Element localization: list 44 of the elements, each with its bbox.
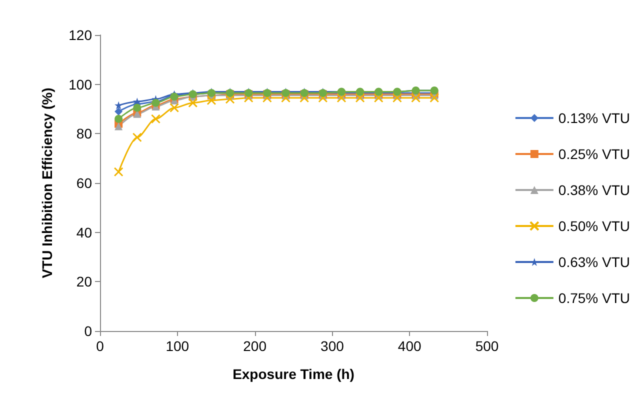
point [262, 93, 272, 103]
legend-label: 0.38% VTU [558, 182, 630, 198]
x-tick-label: 500 [475, 338, 499, 354]
legend-label: 0.50% VTU [558, 218, 630, 234]
y-tick-label: 0 [84, 323, 92, 339]
x-tick-label: 0 [96, 338, 104, 354]
point [300, 93, 310, 103]
point [133, 104, 142, 112]
legend-label: 0.13% VTU [558, 110, 630, 126]
point [150, 114, 160, 124]
x-tick-label: 100 [166, 338, 190, 354]
y-tick-label: 100 [68, 76, 92, 92]
point [114, 107, 123, 116]
legend-label: 0.25% VTU [558, 146, 630, 162]
point [188, 98, 198, 108]
x-tick-label: 200 [243, 338, 267, 354]
y-tick-label: 60 [76, 175, 92, 191]
y-tick-label: 40 [76, 224, 92, 240]
point [114, 101, 123, 110]
point [430, 93, 440, 103]
point [114, 122, 123, 130]
point [355, 93, 365, 103]
point [225, 94, 235, 104]
y-tick-label: 120 [68, 27, 92, 43]
legend-label: 0.75% VTU [558, 290, 630, 306]
point [392, 93, 402, 103]
point [374, 93, 384, 103]
legend-label: 0.63% VTU [558, 254, 630, 270]
y-tick-label: 20 [76, 274, 92, 290]
y-axis-title: VTU Inhibition Efficiency (%) [39, 88, 55, 278]
x-tick-label: 300 [320, 338, 344, 354]
point [114, 114, 123, 123]
x-axis-title: Exposure Time (h) [232, 366, 354, 382]
point [206, 96, 216, 106]
point [411, 93, 421, 103]
point [281, 93, 291, 103]
point [132, 132, 142, 142]
point [318, 93, 328, 103]
point [114, 167, 124, 177]
x-tick-label: 400 [398, 338, 422, 354]
point [336, 93, 346, 103]
y-tick-label: 80 [76, 126, 92, 142]
point [170, 103, 180, 113]
point [244, 93, 254, 103]
